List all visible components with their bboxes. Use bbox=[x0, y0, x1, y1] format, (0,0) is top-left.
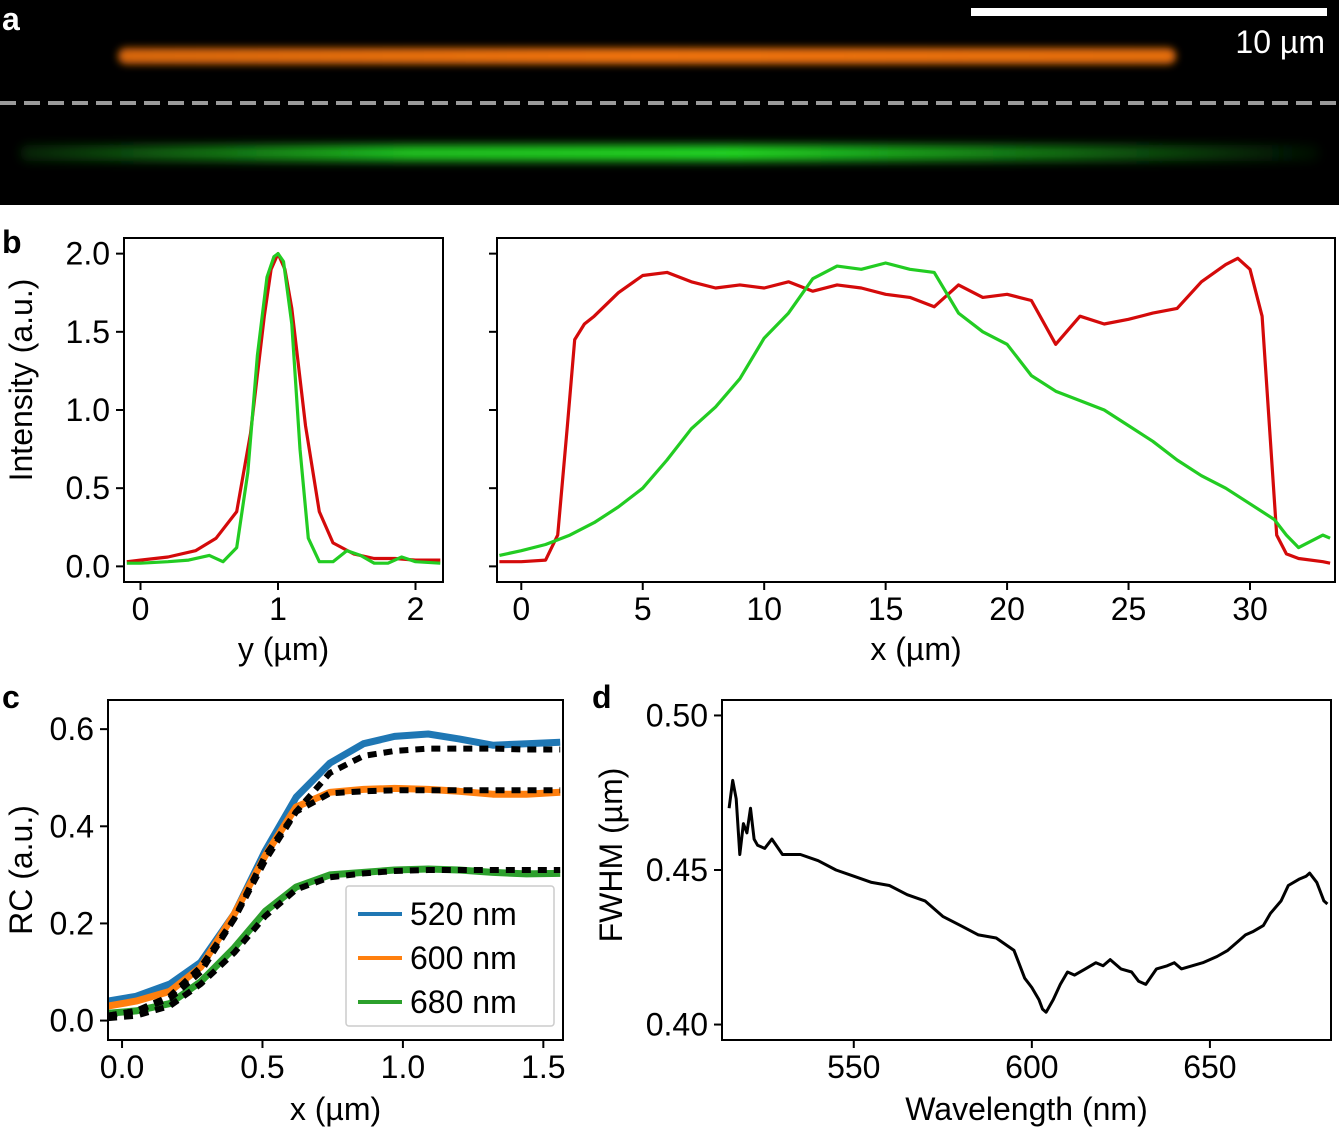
fit-line-1 bbox=[108, 745, 561, 1019]
axes-frame bbox=[107, 699, 564, 1041]
legend-entry: 680 nm bbox=[410, 984, 517, 1020]
chart-d: 550 600 650 0.40 0.45 0.50 Wavelength (nm) FWHM… bbox=[593, 697, 1332, 1127]
y-tick-label: 1.5 bbox=[66, 314, 110, 350]
axes-frame bbox=[721, 699, 1332, 1041]
y-tick-label: 0.45 bbox=[646, 852, 708, 888]
y-tick-label: 2.0 bbox=[66, 236, 110, 272]
panel-label-b: b bbox=[2, 224, 22, 260]
series-line-2 bbox=[126, 252, 441, 565]
x-tick-label: 600 bbox=[1005, 1049, 1058, 1085]
x-axis-label: x (µm) bbox=[870, 631, 961, 667]
y-tick-label: 1.0 bbox=[66, 392, 110, 428]
plot-area bbox=[727, 778, 1329, 1014]
series-line-2 bbox=[499, 261, 1331, 557]
y-tick-label: 0.2 bbox=[50, 905, 94, 941]
x-tick-label: 650 bbox=[1183, 1049, 1236, 1085]
y-tick-label: 0.6 bbox=[50, 711, 94, 747]
series-line-520-nm bbox=[108, 730, 561, 1005]
series-line-1 bbox=[126, 252, 441, 564]
fit-line-2 bbox=[108, 787, 561, 1019]
panel-label-a: a bbox=[2, 1, 20, 37]
legend-entry: 600 nm bbox=[410, 940, 517, 976]
y-tick-label: 0.50 bbox=[646, 697, 708, 733]
axes-frame bbox=[123, 237, 444, 583]
x-tick-label: 10 bbox=[746, 591, 782, 627]
x-tick-label: 0.5 bbox=[240, 1049, 284, 1085]
y-tick-label: 0.5 bbox=[66, 470, 110, 506]
fit-line-3 bbox=[108, 867, 561, 1022]
green-rod bbox=[20, 145, 1320, 161]
y-axis-label: FWHM (µm) bbox=[593, 768, 629, 943]
y-tick-label: 0.40 bbox=[646, 1007, 708, 1043]
legend-box bbox=[345, 885, 555, 1027]
x-tick-label: 15 bbox=[868, 591, 904, 627]
x-tick-label: 0 bbox=[512, 591, 530, 627]
x-tick-label: 2 bbox=[407, 591, 425, 627]
y-tick-label: 0.0 bbox=[66, 548, 110, 584]
chart-b-right: 0 5 10 15 20 25 30 x (µm) bbox=[489, 237, 1336, 667]
panel-label-c: c bbox=[2, 679, 20, 715]
series-line-1 bbox=[727, 778, 1329, 1014]
x-tick-label: 550 bbox=[827, 1049, 880, 1085]
series-group bbox=[126, 252, 441, 565]
series-group bbox=[727, 778, 1329, 1014]
orange-rod bbox=[118, 48, 1176, 64]
x-tick-label: 0.0 bbox=[100, 1049, 144, 1085]
x-tick-label: 20 bbox=[989, 591, 1025, 627]
x-tick-label: 1.0 bbox=[381, 1049, 425, 1085]
chart-c: 0.0 0.5 1.0 1.5 0.0 0.2 0.4 0.6 x (µm) RC (a.u.) 5… bbox=[3, 699, 566, 1127]
panel-label-d: d bbox=[592, 679, 612, 715]
plot-area bbox=[499, 256, 1331, 565]
y-tick-label: 0.0 bbox=[50, 1003, 94, 1039]
scale-bar-label: 10 µm bbox=[1235, 24, 1325, 60]
x-tick-label: 0 bbox=[132, 591, 150, 627]
series-group bbox=[499, 256, 1331, 565]
x-tick-label: 1 bbox=[269, 591, 287, 627]
x-axis-label: y (µm) bbox=[238, 631, 329, 667]
series-line-1 bbox=[499, 256, 1331, 565]
x-tick-label: 1.5 bbox=[521, 1049, 565, 1085]
legend-entry: 520 nm bbox=[410, 896, 517, 932]
chart-b-left: 0 1 2 0.0 0.5 1.0 1.5 2.0 y (µm) Intensity (a.u.) bbox=[3, 236, 444, 667]
panel-a: 10 µm a bbox=[0, 0, 1339, 205]
legend: 520 nm 600 nm 680 nm bbox=[345, 885, 555, 1027]
y-axis-label: RC (a.u.) bbox=[3, 805, 39, 935]
x-axis-label: Wavelength (nm) bbox=[905, 1091, 1147, 1127]
x-tick-label: 5 bbox=[634, 591, 652, 627]
plot-area bbox=[126, 252, 441, 565]
x-tick-label: 25 bbox=[1111, 591, 1147, 627]
series-group bbox=[108, 730, 561, 1022]
x-tick-label: 30 bbox=[1232, 591, 1268, 627]
y-tick-label: 0.4 bbox=[50, 808, 94, 844]
x-axis-label: x (µm) bbox=[290, 1091, 381, 1127]
y-axis-label: Intensity (a.u.) bbox=[3, 279, 39, 482]
plot-area bbox=[108, 730, 561, 1022]
